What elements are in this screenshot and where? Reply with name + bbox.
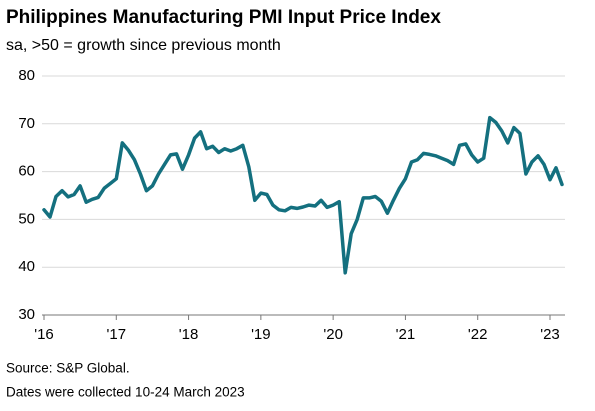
source-note: Source: S&P Global.	[6, 361, 130, 376]
x-tick-label: '16	[34, 326, 54, 343]
y-tick-label: 50	[18, 210, 35, 227]
y-tick-label: 70	[18, 115, 35, 132]
data-line	[42, 115, 564, 275]
chart-title: Philippines Manufacturing PMI Input Pric…	[6, 7, 441, 28]
x-tick-label: '20	[323, 326, 343, 343]
date-note: Dates were collected 10-24 March 2023	[6, 385, 245, 400]
y-tick-label: 30	[18, 306, 35, 323]
y-tick-label: 40	[18, 258, 35, 275]
y-tick-label: 80	[18, 67, 35, 84]
x-tick-label: '18	[179, 326, 199, 343]
x-tick-label: '17	[107, 326, 127, 343]
y-tick-label: 60	[18, 163, 35, 180]
chart-subtitle: sa, >50 = growth since previous month	[6, 37, 281, 54]
x-tick-label: '19	[251, 326, 271, 343]
x-tick-label: '23	[540, 326, 560, 343]
x-tick-label: '21	[396, 326, 416, 343]
x-tick-label: '22	[468, 326, 488, 343]
